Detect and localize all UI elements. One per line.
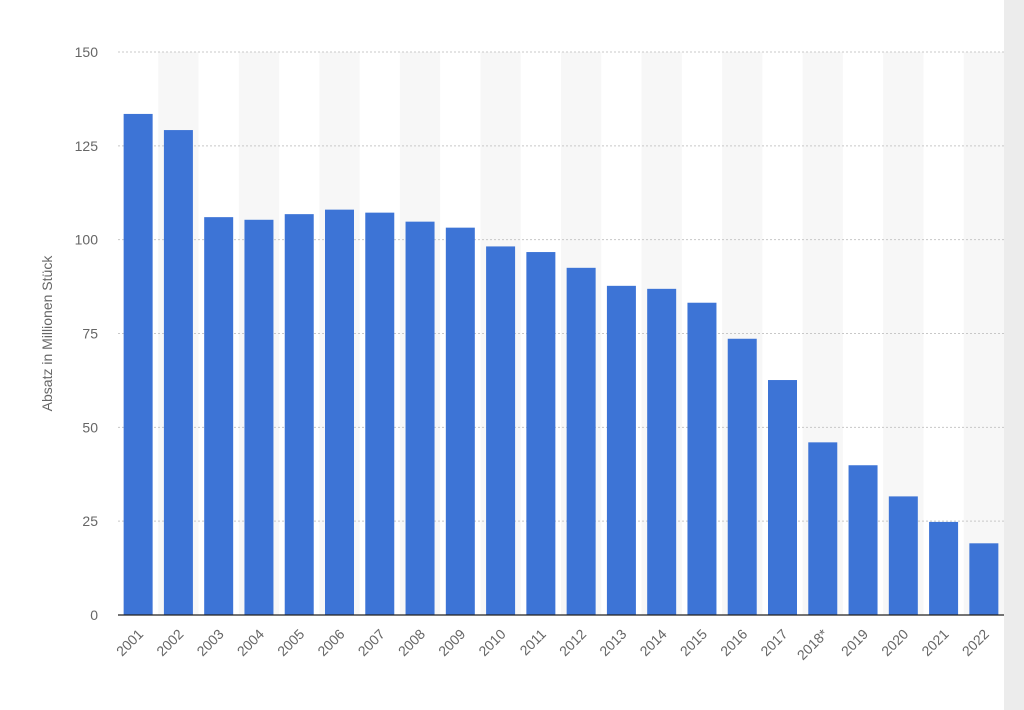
y-tick-label: 50 [82, 419, 98, 435]
bar[interactable] [325, 209, 354, 615]
x-tick-label: 2014 [636, 626, 669, 659]
y-tick-label: 125 [75, 138, 99, 154]
bar[interactable] [969, 543, 999, 615]
y-tick-label: 150 [75, 44, 99, 60]
x-tick-label: 2005 [274, 626, 307, 659]
x-tick-label: 2009 [435, 626, 468, 659]
y-tick-label: 100 [75, 232, 99, 248]
x-tick-label: 2011 [516, 626, 549, 659]
y-axis-tick-labels: 0 25 50 75 100 125 150 [75, 44, 99, 623]
y-axis-title: Absatz in Millionen Stück [39, 255, 55, 412]
x-tick-label: 2021 [918, 626, 951, 659]
x-tick-label: 2010 [475, 626, 508, 659]
bar[interactable] [204, 217, 234, 615]
x-tick-label: 2019 [838, 626, 871, 659]
bar[interactable] [808, 442, 838, 615]
bar[interactable] [888, 496, 918, 615]
x-tick-label: 2008 [395, 626, 428, 659]
y-tick-label: 75 [82, 326, 98, 342]
bar[interactable] [163, 130, 193, 615]
bar[interactable] [405, 221, 435, 615]
y-tick-label: 0 [90, 607, 98, 623]
bar[interactable] [848, 465, 878, 615]
bar[interactable] [647, 288, 677, 615]
bar[interactable] [526, 252, 556, 615]
x-tick-label: 2022 [959, 626, 992, 659]
x-tick-label: 2001 [113, 626, 146, 659]
bar[interactable] [727, 338, 757, 615]
bar[interactable] [365, 212, 395, 615]
bar[interactable] [445, 227, 475, 615]
x-tick-label: 2012 [556, 626, 589, 659]
x-tick-label: 2003 [193, 626, 226, 659]
x-tick-label: 2015 [677, 626, 710, 659]
x-tick-label: 2002 [153, 626, 186, 659]
bar[interactable] [768, 380, 797, 615]
x-tick-label: 2016 [717, 626, 750, 659]
x-tick-label: 2006 [314, 626, 347, 659]
x-axis-tick-labels: 2001 2002 2003 2004 2005 2006 2007 2008 2009 2010… [113, 625, 992, 663]
bar[interactable] [687, 302, 717, 615]
right-edge-shade [1004, 0, 1024, 710]
y-tick-label: 25 [82, 513, 98, 529]
x-tick-label: 2020 [878, 626, 911, 659]
x-tick-label: 2004 [234, 626, 267, 659]
bar[interactable] [929, 521, 959, 615]
bar[interactable] [123, 113, 153, 616]
bar[interactable] [486, 246, 516, 615]
x-tick-label: 2013 [596, 626, 629, 659]
bars [123, 113, 999, 616]
bar[interactable] [566, 267, 596, 615]
bar[interactable] [606, 285, 636, 615]
bar[interactable] [244, 219, 274, 616]
x-tick-label: 2017 [757, 626, 790, 659]
bar[interactable] [284, 214, 314, 616]
x-tick-label: 2018* [794, 625, 832, 663]
x-tick-label: 2007 [355, 626, 388, 659]
